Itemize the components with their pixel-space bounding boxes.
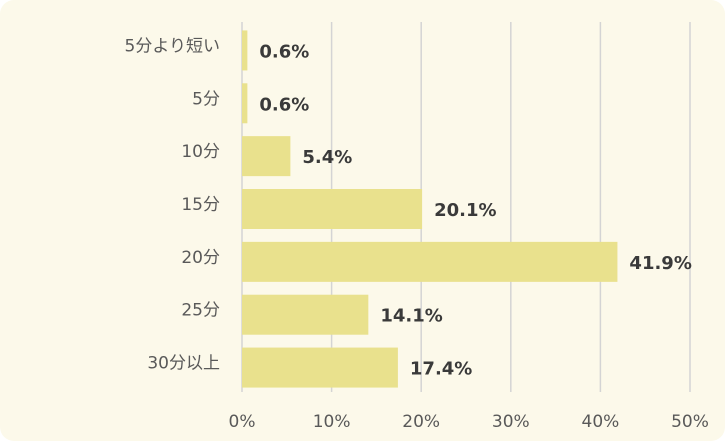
bar xyxy=(242,347,398,388)
x-tick-label: 50% xyxy=(671,412,709,432)
value-label: 0.6% xyxy=(259,94,309,115)
value-label: 17.4% xyxy=(410,359,472,380)
value-label: 41.9% xyxy=(629,253,691,274)
y-tick-label: 10分 xyxy=(181,142,220,162)
x-tick-label: 30% xyxy=(492,412,530,432)
y-tick-label: 5分 xyxy=(192,89,220,109)
y-tick-label: 25分 xyxy=(181,301,220,321)
y-tick-label: 5分より短い xyxy=(125,36,220,56)
x-tick-label: 20% xyxy=(402,412,440,432)
value-label: 5.4% xyxy=(302,147,352,168)
y-tick-label: 15分 xyxy=(181,195,220,215)
x-tick-label: 0% xyxy=(229,412,256,432)
bar xyxy=(242,189,423,229)
value-label: 20.1% xyxy=(434,200,496,221)
value-label: 0.6% xyxy=(259,41,309,62)
x-tick-label: 10% xyxy=(313,412,351,432)
bar xyxy=(242,136,291,177)
bar xyxy=(242,241,618,282)
value-label: 14.1% xyxy=(380,306,442,327)
bar xyxy=(242,83,248,124)
y-tick-label: 30分以上 xyxy=(147,354,220,374)
y-tick-label: 20分 xyxy=(181,248,220,268)
x-tick-label: 40% xyxy=(582,412,620,432)
bar xyxy=(242,294,369,335)
bar xyxy=(242,30,248,71)
